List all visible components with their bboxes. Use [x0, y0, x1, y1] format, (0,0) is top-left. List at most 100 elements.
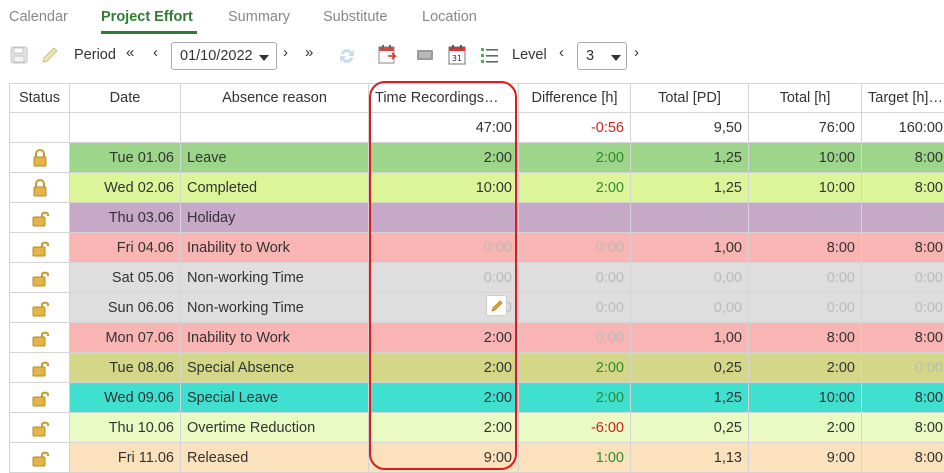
time-recordings-cell[interactable]: 2:00 — [368, 142, 519, 173]
table-header-row: Status Date Absence reason Time Recordin… — [9, 83, 944, 113]
chevron-left-icon[interactable]: ‹ — [153, 44, 158, 61]
refresh-icon[interactable] — [336, 45, 358, 67]
status-cell[interactable] — [9, 292, 70, 323]
status-cell[interactable] — [9, 412, 70, 443]
period-label: Period — [74, 47, 116, 63]
status-cell[interactable] — [9, 322, 70, 353]
tab-substitute[interactable]: Substitute — [323, 9, 388, 25]
totals-target: 160:00 — [861, 112, 944, 143]
difference-cell: 0:00 — [518, 232, 631, 263]
calendar-export-icon[interactable] — [376, 43, 398, 67]
chevron-right-icon[interactable]: › — [283, 44, 288, 61]
calendar-icon[interactable]: 31 — [446, 43, 468, 67]
difference-cell: 2:00 — [518, 352, 631, 383]
period-value: 01/10/2022 — [180, 48, 253, 64]
time-recordings-cell[interactable]: 0:00 — [368, 232, 519, 263]
target-cell: 0:00 — [861, 202, 944, 233]
target-cell: 8:00 — [861, 142, 944, 173]
column-header-status[interactable]: Status — [9, 83, 70, 113]
time-recordings-cell[interactable]: 2:00 — [368, 322, 519, 353]
total-pd-cell: 0,00 — [630, 202, 749, 233]
difference-cell: 0:00 — [518, 322, 631, 353]
time-recordings-cell[interactable]: 2:00 — [368, 412, 519, 443]
column-header-absence-reason[interactable]: Absence reason — [180, 83, 369, 113]
table-row[interactable]: Wed 09.06 Special Leave 2:00 2:00 1,25 10:00 8… — [9, 382, 944, 413]
absence-reason-cell: Non-working Time — [180, 262, 369, 293]
status-cell[interactable] — [9, 142, 70, 173]
target-cell: 0:00 — [861, 262, 944, 293]
target-cell: 8:00 — [861, 442, 944, 473]
table-row[interactable]: Sun 06.06 Non-working Time 0 0:00 0,00 0:00 0:… — [9, 292, 944, 323]
tab-summary[interactable]: Summary — [228, 9, 291, 25]
total-h-cell: 0:00 — [748, 202, 862, 233]
total-pd-cell: 1,00 — [630, 232, 749, 263]
edit-pencil-icon[interactable] — [486, 295, 507, 316]
totals-total-h: 76:00 — [748, 112, 862, 143]
lock-icon — [31, 178, 49, 196]
absence-reason-cell: Holiday — [180, 202, 369, 233]
level-label: Level — [512, 47, 547, 63]
difference-cell: 1:00 — [518, 442, 631, 473]
target-cell: 8:00 — [861, 322, 944, 353]
level-prev-chevron-left-icon[interactable]: ‹ — [559, 44, 564, 61]
double-chevron-left-icon[interactable]: « — [126, 44, 135, 61]
status-cell[interactable] — [9, 262, 70, 293]
date-cell: Wed 02.06 — [69, 172, 181, 203]
column-header-target[interactable]: Target [h]… — [861, 83, 944, 113]
target-cell: 8:00 — [861, 382, 944, 413]
tab-calendar[interactable]: Calendar — [9, 9, 68, 25]
column-header-time-recordings[interactable]: Time Recordings… — [368, 83, 519, 113]
table-row[interactable]: Wed 02.06 Completed 10:00 2:00 1,25 10:00 8:00 — [9, 172, 944, 203]
table-row[interactable]: Sat 05.06 Non-working Time 0:00 0:00 0,00 0:0… — [9, 262, 944, 293]
period-select[interactable]: 01/10/2022 — [171, 42, 277, 70]
table-row[interactable]: Fri 11.06 Released 9:00 1:00 1,13 9:00 8:00 — [9, 442, 944, 473]
status-cell[interactable] — [9, 442, 70, 473]
status-cell[interactable] — [9, 232, 70, 263]
totals-time: 47:00 — [368, 112, 519, 143]
table-row[interactable]: Mon 07.06 Inability to Work 2:00 0:00 1,00 8:… — [9, 322, 944, 353]
time-recordings-cell[interactable]: 0:00 — [368, 262, 519, 293]
toolbar: Period « ‹ 01/10/2022 › » 31 Level ‹ 3 › — [0, 40, 944, 72]
absence-reason-cell: Special Absence — [180, 352, 369, 383]
target-cell: 0:00 — [861, 352, 944, 383]
column-header-total-h[interactable]: Total [h] — [748, 83, 862, 113]
date-cell: Wed 09.06 — [69, 382, 181, 413]
totals-status-cell — [9, 112, 70, 143]
time-recordings-cell[interactable]: 10:00 — [368, 172, 519, 203]
absence-reason-cell: Special Leave — [180, 382, 369, 413]
unlock-icon — [31, 449, 49, 466]
table-row[interactable]: Fri 04.06 Inability to Work 0:00 0:00 1,00 8:… — [9, 232, 944, 263]
tab-location[interactable]: Location — [422, 9, 477, 25]
display-icon[interactable] — [414, 46, 436, 64]
total-pd-cell: 1,25 — [630, 142, 749, 173]
status-cell[interactable] — [9, 382, 70, 413]
unlock-icon — [31, 359, 49, 376]
table-row[interactable]: Thu 03.06 Holiday 0:00 0:00 0,00 0:00 0:00 — [9, 202, 944, 233]
table-row[interactable]: Tue 01.06 Leave 2:00 2:00 1,25 10:00 8:00 — [9, 142, 944, 173]
total-h-cell: 8:00 — [748, 322, 862, 353]
time-recordings-cell[interactable]: 0:00 — [368, 202, 519, 233]
table-row[interactable]: Thu 10.06 Overtime Reduction 2:00 -6:00 0,25… — [9, 412, 944, 443]
status-cell[interactable] — [9, 202, 70, 233]
status-cell[interactable] — [9, 172, 70, 203]
pencil-icon[interactable] — [39, 45, 61, 65]
list-icon[interactable] — [479, 45, 501, 65]
total-h-cell: 0:00 — [748, 292, 862, 323]
time-recordings-cell[interactable]: 9:00 — [368, 442, 519, 473]
column-header-total-pd[interactable]: Total [PD] — [630, 83, 749, 113]
absence-reason-cell: Released — [180, 442, 369, 473]
time-recordings-cell[interactable]: 2:00 — [368, 352, 519, 383]
column-header-difference[interactable]: Difference [h] — [518, 83, 631, 113]
save-icon[interactable] — [9, 45, 29, 65]
level-select[interactable]: 3 — [577, 42, 627, 70]
table-row[interactable]: Tue 08.06 Special Absence 2:00 2:00 0,25 2:00… — [9, 352, 944, 383]
column-header-date[interactable]: Date — [69, 83, 181, 113]
svg-text:31: 31 — [452, 54, 462, 63]
time-recordings-cell[interactable]: 2:00 — [368, 382, 519, 413]
tab-project-effort[interactable]: Project Effort — [101, 9, 193, 25]
total-pd-cell: 1,13 — [630, 442, 749, 473]
absence-reason-cell: Non-working Time — [180, 292, 369, 323]
status-cell[interactable] — [9, 352, 70, 383]
level-next-chevron-right-icon[interactable]: › — [634, 44, 639, 61]
double-chevron-right-icon[interactable]: » — [305, 44, 314, 61]
